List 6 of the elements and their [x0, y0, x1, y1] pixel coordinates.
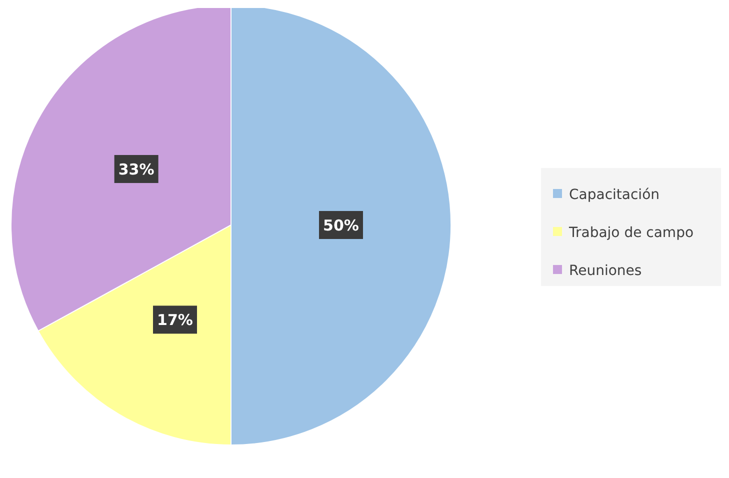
data-label: 33%	[118, 160, 154, 178]
legend-label: Trabajo de campo	[568, 224, 694, 241]
legend-label: Reuniones	[569, 262, 642, 279]
data-label: 17%	[157, 310, 193, 329]
legend-label: Capacitación	[569, 186, 660, 203]
data-label: 50%	[323, 216, 359, 234]
